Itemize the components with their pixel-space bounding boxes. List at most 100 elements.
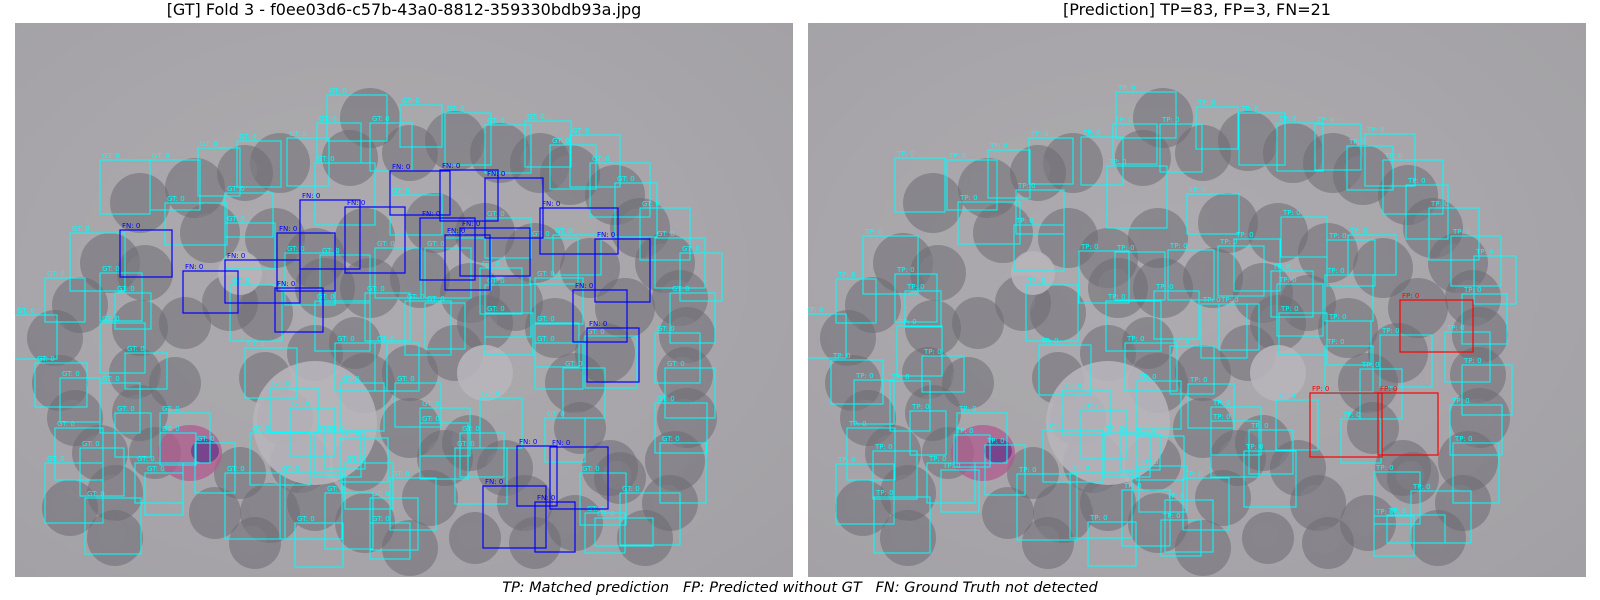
- bounding-box: TP: 0: [872, 443, 918, 500]
- box-label: FN: 0: [422, 210, 440, 218]
- blood-cell: [1175, 125, 1231, 181]
- empty-region: [457, 345, 513, 401]
- box-label: GT: 0: [447, 230, 465, 238]
- bounding-box: TP: 0: [946, 152, 998, 211]
- box-label: GT: 0: [117, 405, 135, 413]
- box-label: GT: 0: [137, 455, 155, 463]
- bounding-box: GT: 0: [534, 335, 584, 390]
- box-label: GT: 0: [622, 485, 640, 493]
- box-label: TP: 0: [1375, 464, 1394, 472]
- false-negative-box: FN: 0: [389, 163, 451, 216]
- box-label: GT: 0: [537, 270, 555, 278]
- box-label: GT: 0: [372, 515, 390, 523]
- bounding-box: GT: 0: [659, 435, 707, 504]
- bounding-box: GT: 0: [459, 425, 505, 478]
- bounding-box: TP: 0: [846, 420, 896, 481]
- bounding-box: TP: 0: [873, 489, 931, 554]
- box-label: GT: 0: [322, 247, 340, 255]
- box-label: GT: 0: [657, 395, 675, 403]
- box-label: TP: 0: [1381, 327, 1400, 335]
- bounding-box: TP: 0: [835, 271, 877, 324]
- bounding-box: TP: 0: [1270, 263, 1314, 318]
- bounding-box: GT: 0: [664, 360, 716, 419]
- box-label: GT: 0: [327, 425, 345, 433]
- false-positive-box: FP: 0: [1309, 385, 1383, 458]
- box-label: TP: 0: [1240, 105, 1259, 113]
- bounding-box: TP: 0: [1105, 293, 1162, 352]
- box-label: TP: 0: [1202, 296, 1221, 304]
- false-negative-box: FN: 0: [534, 494, 576, 553]
- box-label: GT: 0: [87, 490, 105, 498]
- bounding-box: TP: 0: [1169, 338, 1215, 395]
- ground-truth-image: GT: 0 GT: 0 GT: 0 GT: 0 GT: 0 GT: 0 GT: 0 GT: 0…: [15, 23, 793, 577]
- box-label: FN: 0: [597, 231, 615, 239]
- box-label: TP: 0: [864, 228, 883, 236]
- box-label: GT: 0: [127, 345, 145, 353]
- box-label: TP: 0: [1089, 514, 1108, 522]
- box-label: TP: 0: [1475, 248, 1494, 256]
- box-label: GT: 0: [565, 360, 583, 368]
- box-label: TP: 0: [1137, 428, 1156, 436]
- box-label: TP: 0: [942, 462, 961, 470]
- blood-cell: [617, 510, 673, 566]
- bounding-box: GT: 0: [369, 515, 411, 560]
- box-label: FN: 0: [487, 170, 505, 178]
- bounding-box: TP: 0: [1233, 231, 1281, 292]
- bounding-box: TP: 0: [984, 437, 1026, 496]
- bounding-box: TP: 0: [1276, 276, 1324, 337]
- bounding-box: GT: 0: [484, 305, 534, 356]
- blood-cell: [1340, 495, 1396, 551]
- blood-cell: [973, 203, 1033, 263]
- box-label: TP: 0: [1108, 158, 1127, 166]
- blood-cell: [1388, 278, 1448, 338]
- bounding-box: TP: 0: [1121, 482, 1171, 547]
- empty-region: [253, 361, 377, 485]
- box-label: TP: 0: [1044, 422, 1063, 430]
- box-label: TP: 0: [989, 142, 1008, 150]
- box-label: GT: 0: [657, 325, 675, 333]
- box-label: TP: 0: [1430, 200, 1449, 208]
- bounding-box: GT: 0: [134, 455, 184, 504]
- box-label: TP: 0: [1212, 399, 1231, 407]
- blood-cell: [382, 345, 438, 401]
- false-negative-box: FN: 0: [419, 210, 476, 281]
- blood-cell: [902, 347, 954, 399]
- box-label: GT: 0: [392, 470, 410, 478]
- box-label: FP: 0: [1312, 385, 1329, 393]
- box-label: TP: 0: [1126, 335, 1145, 343]
- box-label: TP: 0: [1212, 413, 1231, 421]
- bounding-box: GT: 0: [639, 200, 691, 261]
- box-label: TP: 0: [1272, 263, 1291, 271]
- stained-cell: [158, 425, 222, 481]
- bounding-box: TP: 0: [1473, 248, 1517, 305]
- box-label: GT: 0: [227, 215, 245, 223]
- box-label: GT: 0: [287, 245, 305, 253]
- false-negative-box: FN: 0: [299, 192, 361, 270]
- bounding-box: TP: 0: [1449, 397, 1503, 456]
- bounding-box: GT: 0: [224, 465, 286, 540]
- box-label: TP: 0: [1017, 182, 1036, 190]
- bounding-box: TP: 0: [1028, 130, 1074, 185]
- box-label: TP: 0: [906, 283, 925, 291]
- blood-cell: [497, 475, 553, 531]
- bounding-box: TP: 0: [1340, 411, 1382, 464]
- bounding-box: GT: 0: [236, 133, 282, 188]
- box-label: GT: 0: [572, 127, 590, 135]
- box-label: GT: 0: [427, 295, 445, 303]
- blood-cell: [820, 310, 876, 366]
- blood-cell: [1248, 203, 1308, 263]
- box-label: TP: 0: [1184, 470, 1203, 478]
- bounding-box: TP: 0: [1114, 244, 1166, 301]
- box-label: TP: 0: [874, 443, 893, 451]
- box-label: GT: 0: [402, 97, 420, 105]
- box-label: TP: 0: [1316, 116, 1335, 124]
- bounding-box: GT: 0: [344, 455, 394, 510]
- box-label: GT: 0: [337, 335, 355, 343]
- bounding-box: GT: 0: [534, 270, 584, 325]
- box-label: FN: 0: [185, 263, 203, 271]
- bounding-box: TP: 0: [1373, 464, 1421, 525]
- blood-cell: [1250, 295, 1306, 351]
- blood-cell: [952, 297, 1004, 349]
- box-label: FN: 0: [392, 163, 410, 171]
- blood-cell: [42, 480, 98, 536]
